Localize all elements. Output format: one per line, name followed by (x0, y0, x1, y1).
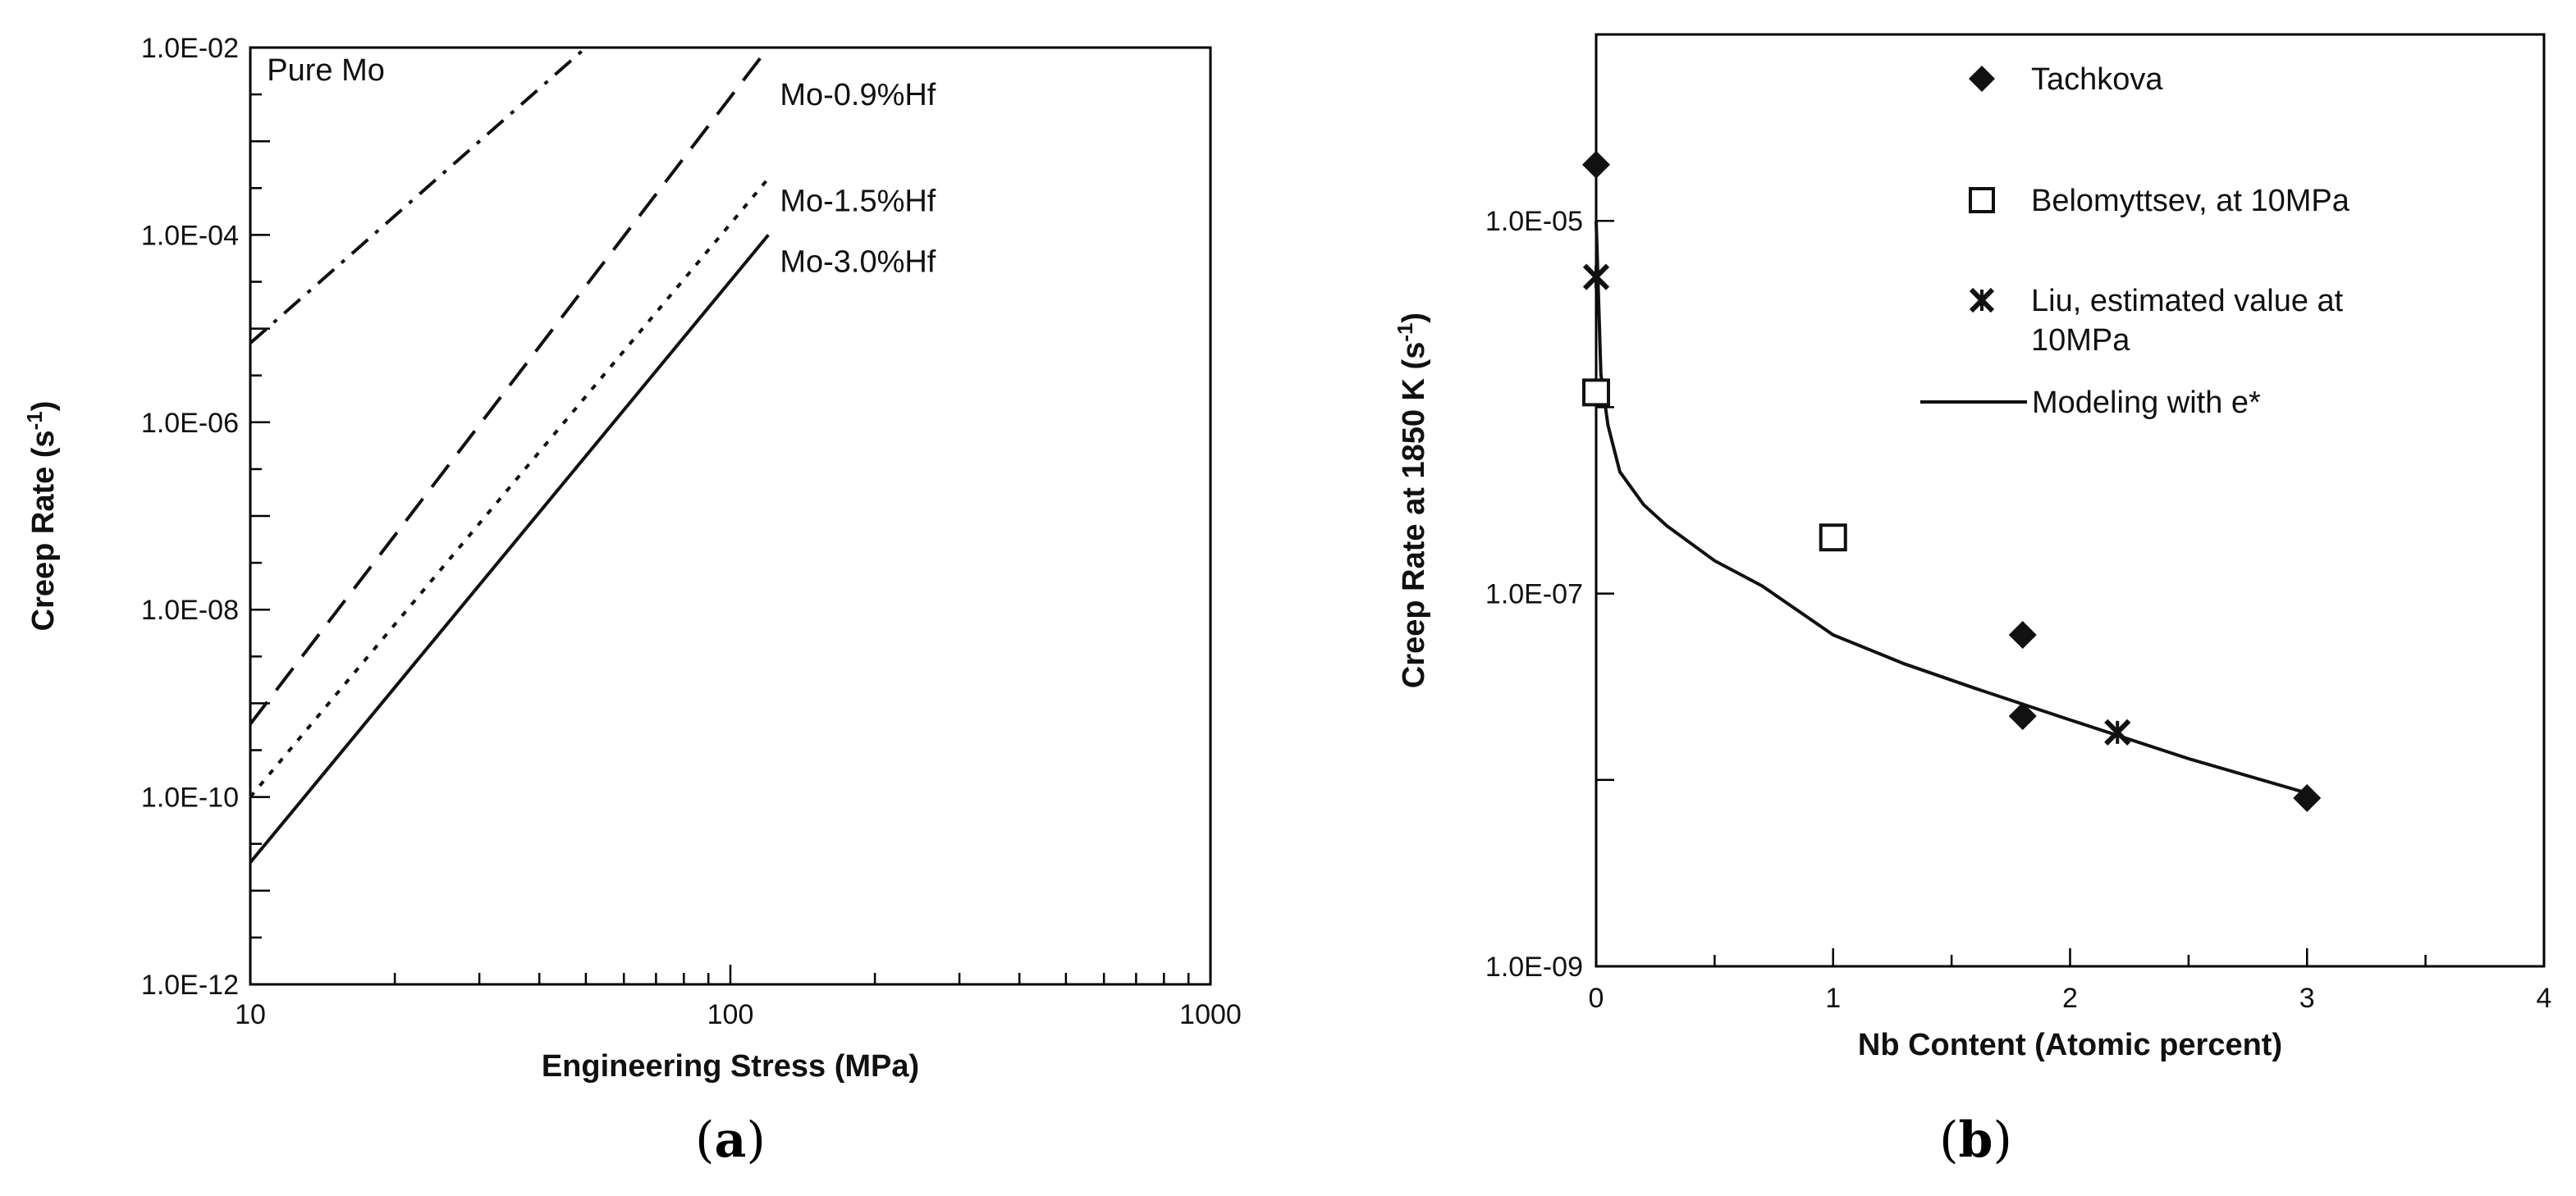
panel-a-series-line (249, 234, 770, 864)
panel-b-y-tick-label: 1.0E-09 (1485, 952, 1583, 983)
panel-a-y-axis-title: Creep Rate (s-1) (22, 401, 61, 632)
panel-b-point-belomyttsev (1819, 523, 1847, 552)
panel-b-x-tick-label: 1 (1825, 983, 1841, 1014)
panel-b-x-tick-label: 4 (2537, 983, 2552, 1014)
panel-b-label: (b) (1939, 1112, 2012, 1169)
panel-b-point-tachkova (2008, 621, 2037, 650)
panel-b-point-tachkova (2008, 702, 2037, 731)
panel-a-y-tick-label: 1.0E-04 (141, 220, 239, 251)
panel-a-x-axis-title: Engineering Stress (MPa) (542, 1049, 919, 1084)
panel-b-point-belomyttsev (1582, 378, 1610, 407)
panel-a-series-line (249, 46, 588, 345)
panel-a-series-line (249, 46, 770, 725)
panel-b-model-line (1595, 221, 2308, 795)
panel-a-series-label: Mo-3.0%Hf (780, 244, 936, 279)
legend-label: Liu, estimated value at (2031, 284, 2344, 318)
legend-label: Belomyttsev, at 10MPa (2031, 184, 2350, 218)
panel-a-series-label: Mo-0.9%Hf (780, 78, 936, 112)
panel-b-x-tick-label: 3 (2299, 983, 2315, 1014)
panel-b-chart: 0 1 2 3 4 1.0E-09 1.0E-07 1.0E-05 Tachkova Belom… (1393, 33, 2552, 1169)
panel-a-y-tick-label: 1.0E-12 (141, 970, 239, 1001)
legend-star-icon (1969, 287, 1995, 313)
panel-a-chart: 10 100 1000 1.0E-12 1.0E-10 1.0E-08 1.0E-06 1.0… (22, 33, 1242, 1169)
panel-a-x-tick-label: 10 (235, 999, 266, 1030)
panel-b-y-tick-label: 1.0E-07 (1485, 579, 1583, 610)
panel-a-x-tick-label: 1000 (1179, 999, 1242, 1030)
panel-a-label: (a) (695, 1112, 766, 1169)
legend-label: Tachkova (2031, 62, 2163, 97)
panel-a-x-tick-label: 100 (707, 999, 754, 1030)
panel-b-point-liu (1582, 263, 1610, 290)
panel-b-y-tick-label: 1.0E-05 (1485, 206, 1583, 237)
panel-b-y-axis-title: Creep Rate at 1850 K (s-1) (1393, 313, 1431, 688)
panel-a-series-label: Pure Mo (267, 53, 385, 88)
panel-b-point-tachkova (1582, 150, 1610, 179)
panel-a-y-tick-label: 1.0E-08 (141, 595, 239, 626)
legend-label: Modeling with e* (2032, 386, 2261, 420)
panel-b-point-tachkova (2293, 783, 2322, 812)
panel-a-series-label: Mo-1.5%Hf (780, 185, 936, 219)
panel-a-y-tick-label: 1.0E-10 (141, 783, 239, 814)
legend-square-icon (1969, 187, 1995, 213)
legend-label: 10MPa (2031, 323, 2130, 358)
panel-b-x-tick-label: 2 (2062, 983, 2078, 1014)
panel-b-plot-frame (1595, 33, 2546, 968)
panel-b-point-liu (2104, 719, 2131, 746)
panel-a-y-tick-label: 1.0E-02 (141, 33, 239, 64)
panel-a-plot-frame (249, 46, 1212, 986)
panel-a-y-tick-label: 1.0E-06 (141, 408, 239, 439)
panel-a-series-line (249, 177, 770, 798)
panel-b-x-tick-label: 0 (1589, 983, 1604, 1014)
legend-diamond-icon (1969, 66, 1995, 92)
panel-b-x-axis-title: Nb Content (Atomic percent) (1858, 1028, 2282, 1062)
